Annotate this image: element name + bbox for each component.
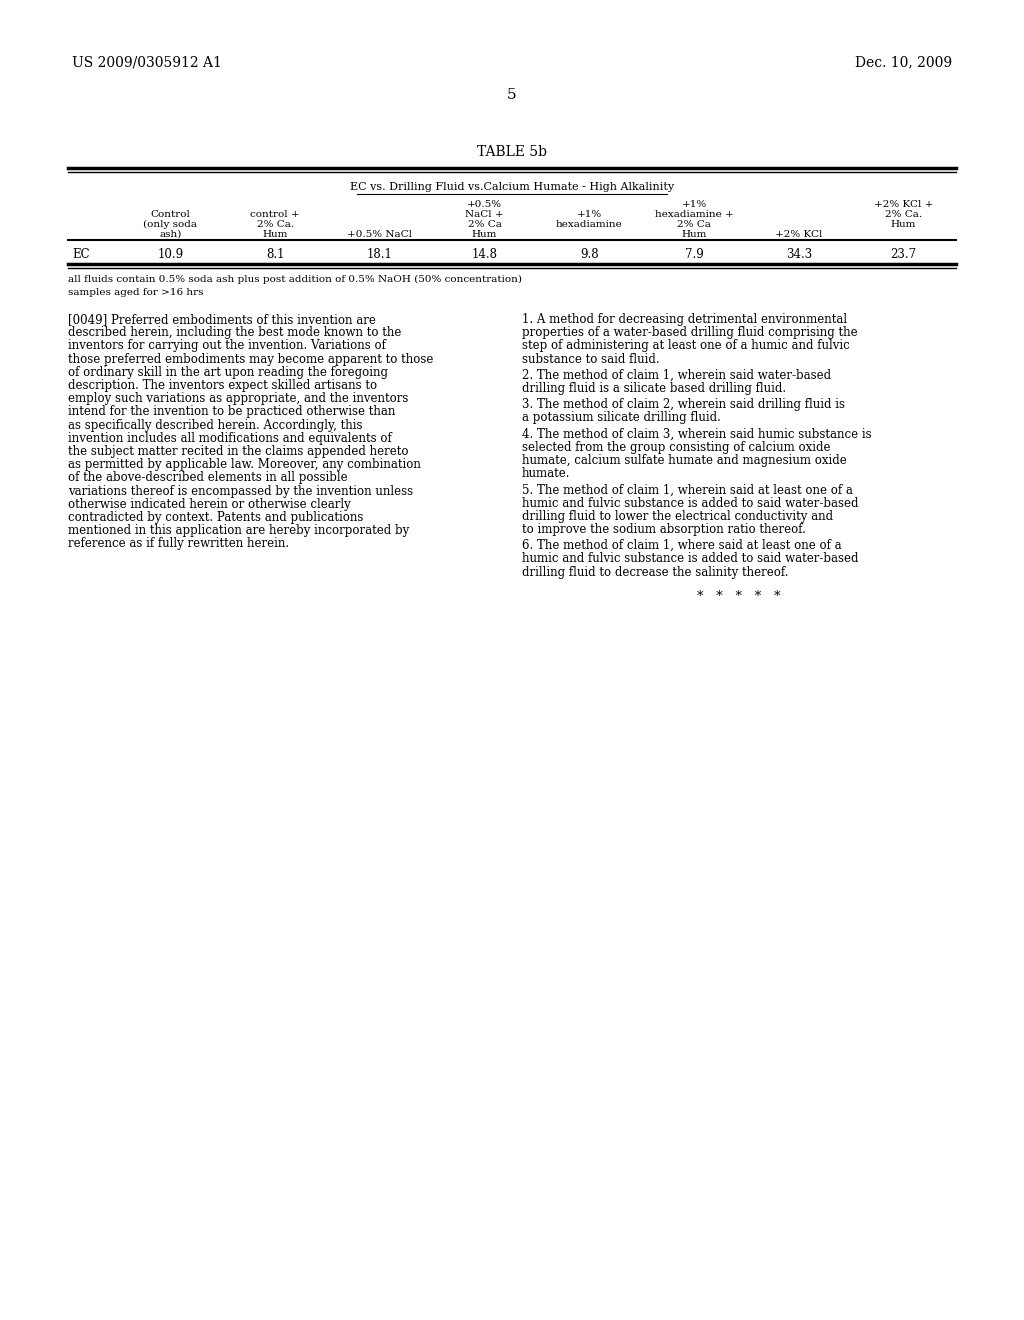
Text: properties of a water-based drilling fluid comprising the: properties of a water-based drilling flu… <box>522 326 858 339</box>
Text: Dec. 10, 2009: Dec. 10, 2009 <box>855 55 952 69</box>
Text: humate.: humate. <box>522 467 570 480</box>
Text: variations thereof is encompassed by the invention unless: variations thereof is encompassed by the… <box>68 484 413 498</box>
Text: substance to said fluid.: substance to said fluid. <box>522 352 659 366</box>
Text: as specifically described herein. Accordingly, this: as specifically described herein. Accord… <box>68 418 362 432</box>
Text: control +: control + <box>250 210 300 219</box>
Text: 6. The method of claim 1, where said at least one of a: 6. The method of claim 1, where said at … <box>522 539 842 552</box>
Text: the subject matter recited in the claims appended hereto: the subject matter recited in the claims… <box>68 445 409 458</box>
Text: inventors for carrying out the invention. Variations of: inventors for carrying out the invention… <box>68 339 386 352</box>
Text: reference as if fully rewritten herein.: reference as if fully rewritten herein. <box>68 537 289 550</box>
Text: +2% KCl: +2% KCl <box>775 230 822 239</box>
Text: to improve the sodium absorption ratio thereof.: to improve the sodium absorption ratio t… <box>522 523 806 536</box>
Text: 7.9: 7.9 <box>685 248 703 261</box>
Text: 2. The method of claim 1, wherein said water-based: 2. The method of claim 1, wherein said w… <box>522 368 831 381</box>
Text: *   *   *   *   *: * * * * * <box>697 590 780 603</box>
Text: US 2009/0305912 A1: US 2009/0305912 A1 <box>72 55 222 69</box>
Text: selected from the group consisting of calcium oxide: selected from the group consisting of ca… <box>522 441 830 454</box>
Text: of the above-described elements in all possible: of the above-described elements in all p… <box>68 471 347 484</box>
Text: +0.5%: +0.5% <box>467 201 502 209</box>
Text: 5: 5 <box>507 88 517 102</box>
Text: 2% Ca: 2% Ca <box>677 220 711 228</box>
Text: invention includes all modifications and equivalents of: invention includes all modifications and… <box>68 432 392 445</box>
Text: as permitted by applicable law. Moreover, any combination: as permitted by applicable law. Moreover… <box>68 458 421 471</box>
Text: all fluids contain 0.5% soda ash plus post addition of 0.5% NaOH (50% concentrat: all fluids contain 0.5% soda ash plus po… <box>68 275 522 284</box>
Text: 23.7: 23.7 <box>891 248 916 261</box>
Text: 2% Ca: 2% Ca <box>468 220 502 228</box>
Text: ash): ash) <box>159 230 181 239</box>
Text: 14.8: 14.8 <box>472 248 498 261</box>
Text: hexadiamine: hexadiamine <box>556 220 623 228</box>
Text: [0049] Preferred embodiments of this invention are: [0049] Preferred embodiments of this inv… <box>68 313 376 326</box>
Text: Hum: Hum <box>891 220 916 228</box>
Text: 1. A method for decreasing detrimental environmental: 1. A method for decreasing detrimental e… <box>522 313 847 326</box>
Text: 2% Ca.: 2% Ca. <box>257 220 294 228</box>
Text: Hum: Hum <box>472 230 498 239</box>
Text: +1%: +1% <box>577 210 602 219</box>
Text: EC vs. Drilling Fluid vs.Calcium Humate - High Alkalinity: EC vs. Drilling Fluid vs.Calcium Humate … <box>350 182 674 191</box>
Text: humic and fulvic substance is added to said water-based: humic and fulvic substance is added to s… <box>522 552 858 565</box>
Text: 5. The method of claim 1, wherein said at least one of a: 5. The method of claim 1, wherein said a… <box>522 483 853 496</box>
Text: hexadiamine +: hexadiamine + <box>654 210 733 219</box>
Text: 8.1: 8.1 <box>266 248 285 261</box>
Text: humic and fulvic substance is added to said water-based: humic and fulvic substance is added to s… <box>522 496 858 510</box>
Text: those preferred embodiments may become apparent to those: those preferred embodiments may become a… <box>68 352 433 366</box>
Text: 10.9: 10.9 <box>158 248 183 261</box>
Text: description. The inventors expect skilled artisans to: description. The inventors expect skille… <box>68 379 377 392</box>
Text: drilling fluid is a silicate based drilling fluid.: drilling fluid is a silicate based drill… <box>522 381 786 395</box>
Text: humate, calcium sulfate humate and magnesium oxide: humate, calcium sulfate humate and magne… <box>522 454 847 467</box>
Text: employ such variations as appropriate, and the inventors: employ such variations as appropriate, a… <box>68 392 409 405</box>
Text: 9.8: 9.8 <box>580 248 599 261</box>
Text: step of administering at least one of a humic and fulvic: step of administering at least one of a … <box>522 339 850 352</box>
Text: Hum: Hum <box>681 230 707 239</box>
Text: TABLE 5b: TABLE 5b <box>477 145 547 158</box>
Text: intend for the invention to be practiced otherwise than: intend for the invention to be practiced… <box>68 405 395 418</box>
Text: of ordinary skill in the art upon reading the foregoing: of ordinary skill in the art upon readin… <box>68 366 388 379</box>
Text: drilling fluid to lower the electrical conductivity and: drilling fluid to lower the electrical c… <box>522 510 834 523</box>
Text: mentioned in this application are hereby incorporated by: mentioned in this application are hereby… <box>68 524 410 537</box>
Text: 18.1: 18.1 <box>367 248 393 261</box>
Text: samples aged for >16 hrs: samples aged for >16 hrs <box>68 288 204 297</box>
Text: EC: EC <box>72 248 90 261</box>
Text: described herein, including the best mode known to the: described herein, including the best mod… <box>68 326 401 339</box>
Text: +2% KCl +: +2% KCl + <box>873 201 933 209</box>
Text: 3. The method of claim 2, wherein said drilling fluid is: 3. The method of claim 2, wherein said d… <box>522 399 845 412</box>
Text: +0.5% NaCl: +0.5% NaCl <box>347 230 413 239</box>
Text: 2% Ca.: 2% Ca. <box>885 210 923 219</box>
Text: NaCl +: NaCl + <box>465 210 504 219</box>
Text: otherwise indicated herein or otherwise clearly: otherwise indicated herein or otherwise … <box>68 498 351 511</box>
Text: contradicted by context. Patents and publications: contradicted by context. Patents and pub… <box>68 511 364 524</box>
Text: +1%: +1% <box>682 201 707 209</box>
Text: drilling fluid to decrease the salinity thereof.: drilling fluid to decrease the salinity … <box>522 565 788 578</box>
Text: 4. The method of claim 3, wherein said humic substance is: 4. The method of claim 3, wherein said h… <box>522 428 871 441</box>
Text: Control: Control <box>151 210 190 219</box>
Text: a potassium silicate drilling fluid.: a potassium silicate drilling fluid. <box>522 412 721 425</box>
Text: 34.3: 34.3 <box>785 248 812 261</box>
Text: Hum: Hum <box>262 230 288 239</box>
Text: (only soda: (only soda <box>143 220 198 230</box>
